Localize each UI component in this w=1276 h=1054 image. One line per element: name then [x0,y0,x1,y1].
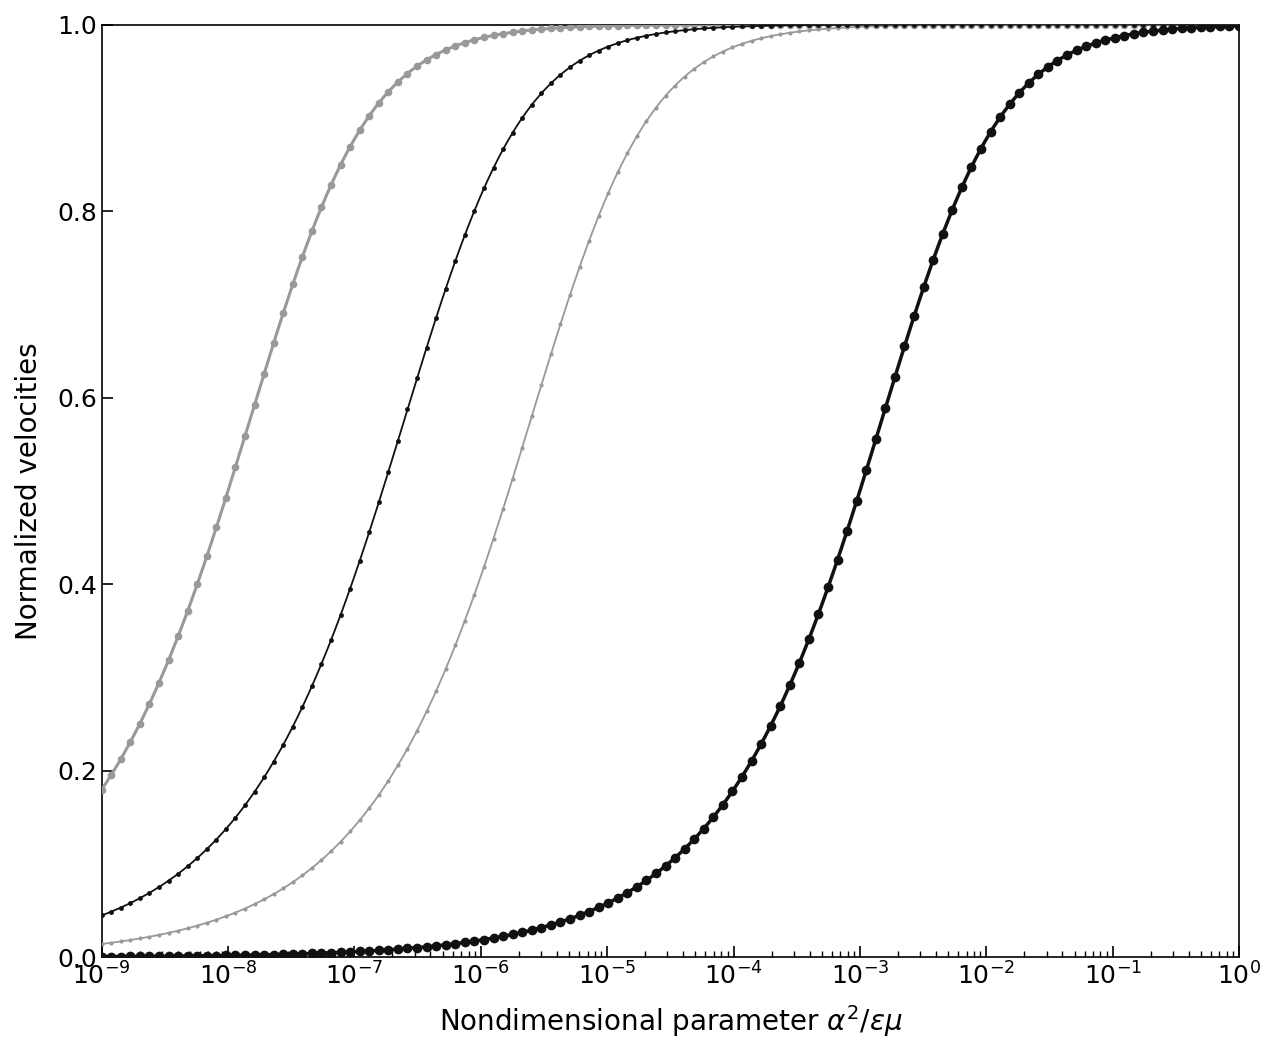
Y-axis label: Normalized velocities: Normalized velocities [15,341,43,640]
X-axis label: Nondimensional parameter $\alpha^2/\varepsilon\mu$: Nondimensional parameter $\alpha^2/\vare… [439,1003,902,1039]
